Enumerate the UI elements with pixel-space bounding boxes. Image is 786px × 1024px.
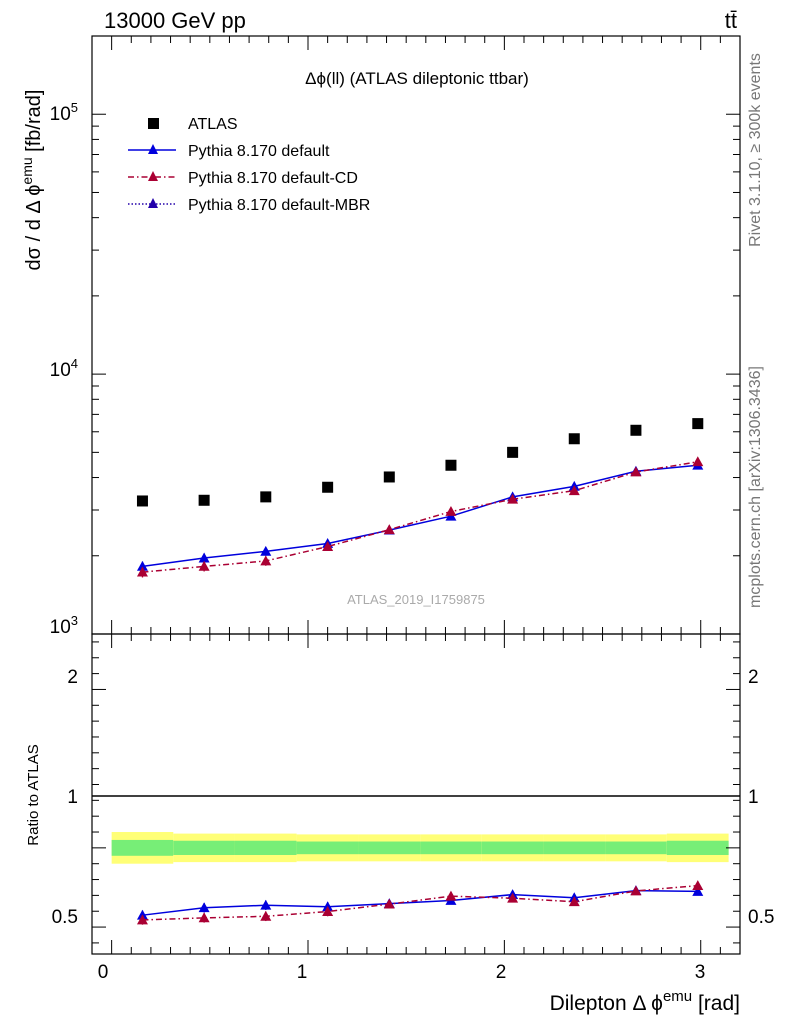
series-marker-1 <box>198 552 210 563</box>
legend-mbr-label: Pythia 8.170 default-MBR <box>188 197 370 214</box>
x-tick-label-1: 1 <box>297 962 308 983</box>
ratio-uncertainty-band-inner <box>420 841 482 855</box>
legend-default-label: Pythia 8.170 default <box>188 143 330 160</box>
ratio-plot-frame <box>91 633 741 955</box>
main-y-tick-label-1e4: 104 <box>50 356 78 381</box>
x-tick-label-2: 2 <box>496 962 507 983</box>
legend-default-marker <box>148 144 158 154</box>
atlas-data-point <box>507 446 519 458</box>
ratio-uncertainty-band-inner <box>234 840 297 855</box>
ratio-plot-panel: Ratio to ATLAS 2 1 0.5 2 1 0.5 0 1 2 3 D… <box>25 633 774 1015</box>
ratio-y-tick-label-right-0.5: 0.5 <box>748 907 774 928</box>
ratio-series-line-1 <box>142 884 698 921</box>
ratio-marker-1 <box>260 910 272 921</box>
ratio-y-tick-label-left-1: 1 <box>67 787 78 808</box>
series-marker-2 <box>383 524 395 535</box>
series-marker-2 <box>692 456 704 467</box>
legend-atlas-marker <box>148 118 159 129</box>
atlas-data-point <box>260 491 272 503</box>
rivet-label: Rivet 3.1.10, ≥ 300k events <box>747 53 764 247</box>
ratio-uncertainty-band-inner <box>296 841 359 855</box>
ratio-marker-0 <box>198 902 210 913</box>
atlas-data-point <box>568 433 580 445</box>
series-marker-1 <box>136 560 148 571</box>
legend-cd-label: Pythia 8.170 default-CD <box>188 170 358 187</box>
ratio-uncertainty-band-inner <box>111 839 174 856</box>
ratio-y-axis-label: Ratio to ATLAS <box>25 744 42 845</box>
ratio-y-tick-label-right-2: 2 <box>748 667 759 688</box>
ratio-uncertainty-band-inner <box>543 841 606 855</box>
ratio-y-tick-label-left-0.5: 0.5 <box>52 907 78 928</box>
series-line-1 <box>142 464 698 568</box>
x-tick-label-0: 0 <box>98 962 109 983</box>
ratio-marker-1 <box>507 892 519 903</box>
series-line-2 <box>142 461 698 573</box>
ratio-marker-1 <box>322 906 334 916</box>
main-y-axis-label: dσ / d Δ ϕemu [fb/rad] <box>19 90 45 271</box>
ratio-uncertainty-band-inner <box>605 841 667 855</box>
ratio-y-tick-label-right-1: 1 <box>748 787 759 808</box>
x-axis-label: Dilepton Δ ϕemu [rad] <box>550 988 740 1015</box>
ratio-marker-1 <box>383 898 395 909</box>
ratio-uncertainty-band-inner <box>481 841 544 855</box>
analysis-label: ATLAS_2019_I1759875 <box>347 592 485 607</box>
ratio-uncertainty-band-inner <box>173 840 235 855</box>
atlas-data-point <box>322 481 334 493</box>
ratio-marker-1 <box>445 890 457 901</box>
svg-text:103: 103 <box>50 613 78 638</box>
ratio-y-tick-label-left-2: 2 <box>67 667 78 688</box>
atlas-data-point <box>692 418 704 430</box>
ratio-marker-1 <box>568 896 580 907</box>
atlas-data-point <box>630 424 642 436</box>
atlas-data-point <box>136 495 148 507</box>
mcplots-label: mcplots.cern.ch [arXiv:1306.3436] <box>747 366 764 608</box>
x-tick-label-3: 3 <box>695 962 706 983</box>
ratio-marker-1 <box>198 912 210 923</box>
series-marker-2 <box>322 541 334 551</box>
chart-title: Δϕ(ll) (ATLAS dileptonic ttbar) <box>305 69 529 88</box>
legend-cd-marker <box>148 171 158 181</box>
ratio-marker-1 <box>692 880 704 890</box>
ratio-uncertainty-band-inner <box>666 840 729 855</box>
atlas-data-point <box>383 471 395 483</box>
series-marker-2 <box>507 493 519 504</box>
ratio-uncertainty-band-inner <box>358 841 421 855</box>
series-marker-2 <box>568 485 580 496</box>
series-marker-1 <box>260 545 272 556</box>
svg-text:104: 104 <box>50 356 78 381</box>
series-marker-2 <box>198 560 210 571</box>
ratio-marker-1 <box>136 914 148 925</box>
series-marker-2 <box>630 466 642 477</box>
process-label: tt̄ <box>725 8 737 33</box>
main-plot-panel: Δϕ(ll) (ATLAS dileptonic ttbar) ATLAS_20… <box>19 35 741 638</box>
series-marker-2 <box>136 566 148 577</box>
ratio-marker-1 <box>630 885 642 896</box>
legend: ATLAS Pythia 8.170 default Pythia 8.170 … <box>128 116 370 214</box>
series-marker-2 <box>445 506 457 516</box>
atlas-data-point <box>445 459 457 471</box>
legend-atlas-label: ATLAS <box>188 116 238 133</box>
ratio-marker-0 <box>692 885 704 896</box>
ratio-marker-0 <box>260 899 272 910</box>
ratio-series-line-0 <box>142 889 698 916</box>
energy-label: 13000 GeV pp <box>104 8 246 33</box>
main-y-tick-label-1e5: 105 <box>50 100 78 125</box>
atlas-data-point <box>198 494 210 506</box>
legend-mbr-marker <box>148 198 158 208</box>
series-marker-2 <box>260 555 272 566</box>
main-y-tick-label-1e3: 103 <box>50 613 78 638</box>
svg-text:105: 105 <box>50 100 78 125</box>
